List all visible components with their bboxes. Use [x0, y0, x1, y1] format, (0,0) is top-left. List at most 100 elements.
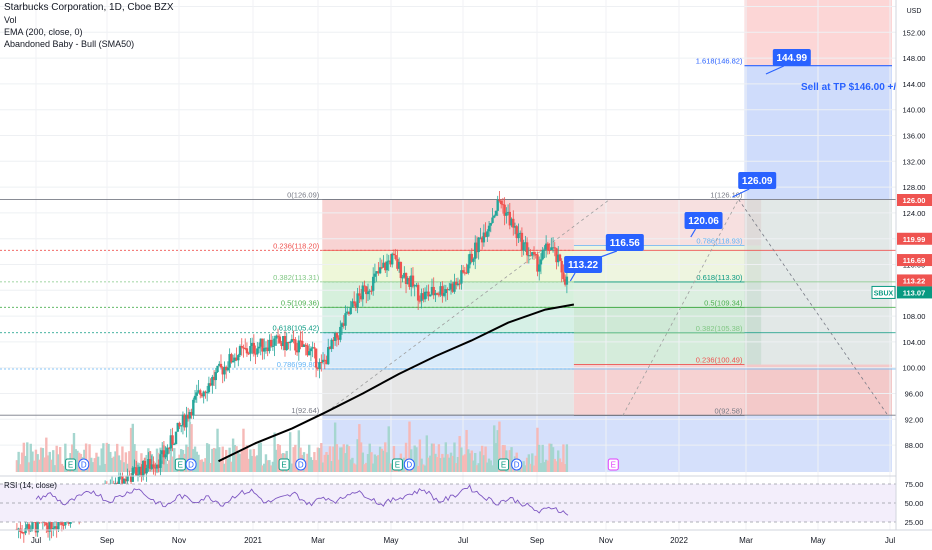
time-tick-label: Sep	[530, 536, 545, 545]
volume-bar	[133, 444, 136, 472]
candle-body	[224, 366, 228, 371]
candle-body	[474, 242, 477, 259]
candle-body	[441, 286, 444, 296]
volume-bar	[185, 444, 188, 472]
volume-bar	[188, 421, 192, 472]
fib-left-label: 0.618(105.42)	[273, 324, 320, 333]
candle-body	[432, 286, 435, 296]
volume-bar	[555, 461, 558, 472]
volume-bar	[64, 443, 67, 472]
candle-body	[541, 250, 544, 260]
indicator-vol: Vol	[4, 15, 17, 25]
candle-body	[332, 339, 335, 341]
candle-body	[20, 531, 24, 533]
candle-body	[529, 255, 532, 257]
volume-bar	[546, 460, 550, 472]
candle-body	[211, 376, 214, 386]
candle-body	[204, 391, 207, 393]
time-tick-label: 2022	[670, 536, 688, 545]
price-tag	[897, 274, 932, 287]
time-tick-label: Sep	[100, 536, 115, 545]
candle-body	[316, 367, 320, 370]
volume-bar	[237, 450, 240, 472]
indicator-ema: EMA (200, close, 0)	[4, 27, 83, 37]
volume-bar	[553, 458, 556, 472]
candle-body	[254, 353, 257, 355]
volume-bar	[268, 460, 271, 472]
candle-body	[427, 291, 430, 297]
volume-bar	[365, 462, 368, 472]
candle-body	[465, 272, 468, 274]
volume-bar	[437, 444, 441, 472]
fib-right-zone	[573, 281, 762, 308]
currency-label: USD	[907, 8, 922, 15]
candle-body	[34, 521, 38, 533]
fib-right-label: 0.5(109.34)	[704, 298, 743, 307]
event-marker-label: D	[514, 461, 520, 470]
volume-bar	[71, 444, 74, 472]
volume-bar	[60, 463, 64, 472]
volume-bar	[98, 465, 102, 472]
candle-body	[195, 392, 198, 396]
candle-body	[399, 261, 403, 279]
candle-body	[408, 278, 411, 287]
candle-body	[524, 242, 527, 244]
volume-bar	[470, 450, 473, 472]
candle-body	[230, 354, 233, 363]
volume-bar	[351, 457, 354, 472]
candle-body	[370, 290, 373, 292]
candle-body	[237, 355, 240, 361]
candle-body	[320, 361, 323, 363]
candle-body	[470, 253, 473, 262]
volume-bar	[58, 447, 62, 472]
candle-body	[429, 294, 432, 297]
volume-bar	[84, 443, 88, 472]
candle-body	[506, 211, 510, 213]
candle-body	[451, 283, 454, 292]
price-callout-label: 113.22	[568, 260, 598, 271]
volume-bar	[363, 464, 366, 472]
rsi-tick-label: 25.00	[905, 518, 924, 527]
candle-body	[454, 281, 458, 286]
candle-body	[45, 523, 48, 526]
volume-bar	[306, 453, 309, 472]
candle-body	[263, 348, 266, 352]
volume-bar	[195, 451, 198, 472]
volume-bar	[214, 448, 218, 472]
candle-body	[512, 218, 515, 228]
volume-bar	[72, 432, 76, 472]
candle-body	[24, 528, 27, 534]
candle-body	[387, 260, 390, 262]
volume-bar	[269, 465, 273, 472]
candle-body	[162, 450, 166, 458]
candle-body	[378, 267, 382, 274]
volume-bar	[209, 463, 212, 472]
volume-bar	[107, 443, 110, 472]
candle-body	[285, 342, 288, 351]
volume-bar	[290, 463, 294, 472]
candle-body	[550, 247, 553, 251]
candle-body	[121, 476, 124, 484]
volume-bar	[294, 444, 297, 472]
volume-bar	[454, 463, 458, 472]
candle-body	[221, 367, 224, 375]
volume-bar	[468, 453, 472, 472]
volume-bar	[102, 443, 105, 472]
candle-body	[344, 313, 347, 326]
volume-bar	[461, 455, 465, 472]
candle-body	[36, 517, 39, 533]
volume-bar	[387, 426, 390, 472]
time-tick-label: Jul	[31, 536, 41, 545]
volume-bar	[425, 435, 428, 472]
volume-bar	[458, 436, 461, 472]
volume-bar	[261, 465, 264, 472]
volume-bar	[247, 458, 250, 472]
candle-body	[413, 285, 416, 287]
candle-body	[226, 367, 230, 371]
volume-bar	[242, 428, 245, 472]
candle-body	[53, 526, 57, 529]
candle-body	[302, 344, 306, 347]
candle-body	[176, 422, 179, 432]
candle-body	[434, 293, 437, 296]
